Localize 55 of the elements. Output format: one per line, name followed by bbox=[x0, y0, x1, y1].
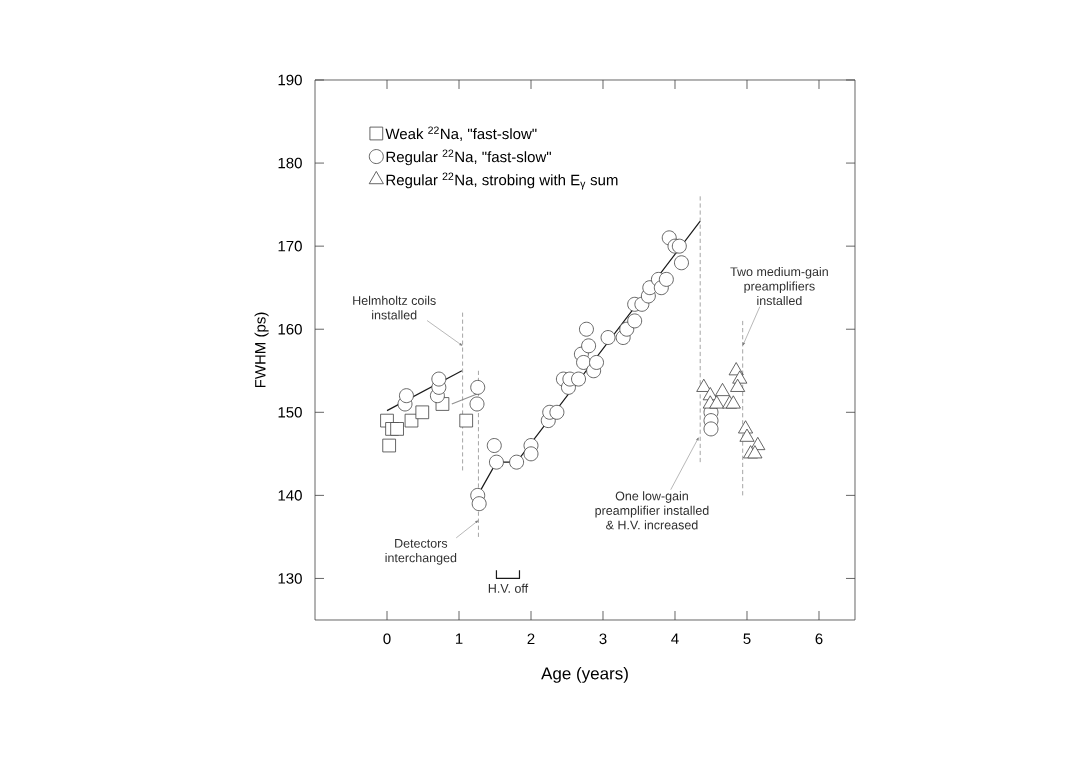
point bbox=[715, 382, 731, 397]
point bbox=[459, 413, 473, 428]
point bbox=[581, 338, 596, 354]
annotation: Two medium-gain preamplifiers installed bbox=[730, 266, 828, 306]
point bbox=[589, 355, 604, 370]
point bbox=[399, 388, 414, 404]
point bbox=[509, 454, 524, 470]
x-tick-label: 1 bbox=[455, 633, 463, 644]
y-tick-label: 170 bbox=[278, 240, 302, 252]
point bbox=[674, 255, 689, 271]
point bbox=[671, 238, 687, 254]
y-axis-title: FWHM (ps) bbox=[254, 312, 269, 388]
point bbox=[579, 321, 594, 337]
x-tick-label: 4 bbox=[671, 633, 679, 644]
point bbox=[696, 378, 712, 392]
y-tick-label: 130 bbox=[278, 573, 302, 584]
x-tick-label: 3 bbox=[599, 633, 607, 645]
legend-label: Weak $^{22}$Na, "fast-slow" bbox=[385, 126, 537, 141]
point bbox=[600, 330, 616, 345]
x-tick-label: 5 bbox=[743, 633, 751, 644]
point bbox=[382, 438, 396, 453]
x-tick-label: 6 bbox=[815, 633, 823, 645]
x-axis-title: Age (years) bbox=[541, 667, 628, 683]
point bbox=[471, 496, 487, 512]
point bbox=[469, 396, 485, 412]
point bbox=[747, 445, 763, 459]
point bbox=[703, 421, 719, 437]
y-tick-label: 140 bbox=[278, 490, 302, 501]
point bbox=[431, 371, 447, 387]
x-tick-label: 0 bbox=[383, 633, 391, 645]
y-tick-label: 160 bbox=[278, 323, 302, 335]
point bbox=[549, 404, 565, 420]
point bbox=[658, 271, 674, 287]
y-tick-label: 180 bbox=[278, 157, 302, 169]
point bbox=[730, 378, 746, 392]
point bbox=[486, 438, 502, 453]
annotation: Helmholtz coils installed bbox=[353, 295, 436, 320]
point bbox=[571, 371, 586, 387]
legend-label: Regular $^{22}$Na, "fast-slow" bbox=[386, 149, 551, 166]
annotation: One low-gain preamplifier installed & H.V. increased bbox=[595, 491, 709, 530]
point bbox=[709, 395, 725, 409]
annotation: Detectors interchanged bbox=[385, 539, 457, 565]
point bbox=[470, 379, 486, 395]
point bbox=[390, 422, 404, 436]
point bbox=[489, 454, 504, 470]
annotation: H.V. off bbox=[488, 583, 529, 593]
point bbox=[415, 405, 430, 420]
point bbox=[739, 428, 755, 442]
y-tick-label: 150 bbox=[278, 406, 302, 418]
legend-label: Regular $^{22}$Na, strobing with E$_{γ}$ sum bbox=[386, 172, 618, 190]
point bbox=[404, 413, 419, 428]
point bbox=[523, 446, 539, 462]
x-tick-label: 2 bbox=[527, 633, 535, 644]
point bbox=[627, 313, 643, 329]
y-tick-label: 190 bbox=[278, 74, 302, 86]
